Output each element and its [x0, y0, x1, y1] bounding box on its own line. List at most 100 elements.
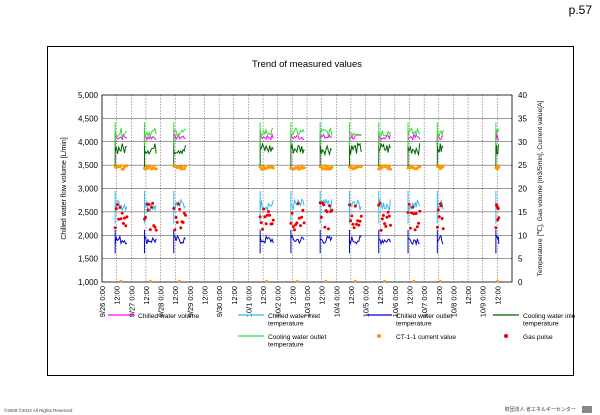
series-point: [352, 226, 356, 230]
x-tick-label: 12:00: [288, 286, 297, 305]
series-line: [495, 234, 500, 245]
series-line: [407, 237, 420, 247]
series-point: [414, 212, 418, 215]
series-point: [322, 167, 326, 171]
series-line: [436, 235, 444, 245]
series-point: [172, 206, 176, 210]
footer-copyright: ©2008 ©2022 All Rights Reserved: [4, 408, 73, 413]
x-tick-label: 10/2 0:00: [274, 286, 283, 317]
series-point: [145, 202, 149, 206]
chart-frame: Trend of measured values 1,000 1,500 2,000 2…: [47, 46, 575, 376]
series-point: [387, 165, 391, 168]
series-line: [259, 142, 274, 154]
series-point: [261, 227, 264, 231]
series-line: [407, 143, 421, 157]
x-tick-label: 12:00: [142, 286, 151, 305]
series-point: [418, 165, 422, 169]
series-point: [179, 167, 183, 171]
series-point: [496, 207, 500, 210]
series-point: [328, 204, 331, 208]
series-point: [258, 215, 262, 219]
series-point: [271, 218, 275, 222]
series-point: [151, 201, 155, 205]
legend-label: Gas pulse: [523, 334, 553, 341]
x-tick-label: 9/28 0:00: [157, 286, 166, 317]
series-point: [323, 225, 327, 229]
series-point: [265, 279, 268, 283]
series-line: [495, 128, 500, 134]
series-point: [435, 225, 439, 229]
series-point: [152, 164, 156, 168]
series-point: [350, 214, 354, 218]
series-point: [265, 213, 269, 217]
series-point: [378, 202, 382, 205]
series-line: [259, 199, 274, 213]
series-point: [113, 226, 117, 230]
series-point: [319, 164, 323, 168]
series-point: [377, 167, 381, 171]
series-point: [318, 201, 322, 205]
series-point: [259, 221, 263, 225]
series-line: [114, 128, 128, 138]
series-point: [290, 211, 294, 215]
series-point: [296, 202, 300, 206]
series-point: [117, 217, 121, 221]
series-point: [330, 208, 334, 212]
series-point: [412, 279, 416, 283]
series-point: [385, 164, 389, 168]
y-right-tick-label: 30: [518, 138, 527, 147]
x-tick-label: 12:00: [113, 286, 122, 305]
series-point: [297, 216, 301, 220]
series-point: [299, 224, 302, 228]
series-point: [125, 164, 129, 168]
series-point: [295, 221, 299, 225]
series-point: [494, 226, 498, 230]
series-point: [270, 222, 274, 226]
x-tick-label: 12:00: [318, 286, 327, 305]
series-point: [351, 222, 355, 226]
series-point: [441, 227, 445, 231]
series-point: [173, 228, 177, 232]
series-point: [440, 217, 444, 220]
series-point: [383, 279, 386, 283]
chart-title: Trend of measured values: [252, 59, 362, 70]
legend-label: CT-1-1 current value: [396, 334, 456, 341]
y-right-tick-label: 40: [518, 91, 527, 100]
series-point: [178, 207, 182, 211]
series-point: [439, 279, 442, 283]
series-line: [114, 143, 128, 154]
series-point: [326, 227, 330, 231]
series-point: [121, 221, 125, 225]
series-point: [154, 228, 158, 232]
legend-swatch: [377, 334, 381, 338]
series-point: [302, 166, 306, 170]
series-line: [378, 134, 391, 141]
series-point: [144, 167, 148, 171]
series-line: [349, 234, 362, 246]
series-line: [290, 234, 305, 245]
series-point: [296, 279, 299, 283]
series-line: [436, 129, 444, 137]
series-point: [323, 164, 327, 168]
series-line: [144, 143, 157, 156]
y-right-tick-label: 10: [518, 231, 527, 240]
series-point: [150, 205, 153, 209]
series-point: [176, 202, 180, 206]
series-point: [380, 217, 384, 221]
series-point: [182, 167, 186, 171]
legend-label: Cooling water outlet temperature: [268, 334, 326, 349]
legend-swatch: [504, 334, 508, 338]
legend-label: Chilled water volume: [138, 313, 200, 320]
y-left-axis-title: Chilled water flow volume [L/min]: [61, 137, 68, 239]
x-tick-label: 12:00: [493, 286, 502, 305]
series-point: [359, 165, 363, 169]
series-line: [114, 234, 128, 245]
footer-org: 財団法人 省エネルギーセンター: [504, 407, 576, 413]
series-point: [291, 225, 295, 229]
series-point: [379, 228, 383, 232]
x-tick-label: 12:00: [347, 286, 356, 305]
series-point: [379, 166, 383, 170]
y-left-tick-label: 3,000: [78, 185, 99, 194]
series-point: [178, 165, 182, 169]
series-point: [325, 210, 329, 214]
